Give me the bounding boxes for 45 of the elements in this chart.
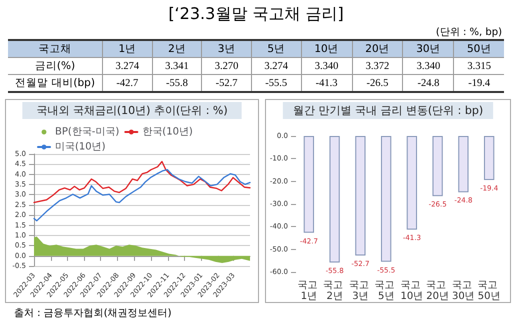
data-label: 3.274 xyxy=(251,58,302,74)
text: 국고채 xyxy=(8,40,102,58)
data-label: 3.340 xyxy=(301,58,352,74)
chart-title: 국내외 국채금리(10년) 추이(단위 : %) xyxy=(36,104,228,117)
category-label: 1년 xyxy=(102,40,152,58)
text: (단위 : %, bp) xyxy=(434,26,503,39)
data-label: -55.8 xyxy=(152,74,202,92)
legend-label: 전월말 대비(bp) xyxy=(8,74,102,92)
data-label: -26.5 xyxy=(352,74,403,92)
x-tick-label: 국고 1년 xyxy=(297,280,320,302)
data-label: 3.341 xyxy=(152,58,202,74)
legend-label: 미국(10년) xyxy=(55,142,106,152)
data-label: -19.4 xyxy=(454,74,504,92)
chart-title: 월간 만기별 국내 금리 변동(단위 : bp) xyxy=(292,104,484,117)
category-label: 50년 xyxy=(454,40,504,58)
text: 금리(%) xyxy=(8,58,102,74)
x-tick-label: 국고 30년 xyxy=(452,280,475,302)
x-tick-label: 국고 10년 xyxy=(400,280,424,302)
category-label: 30년 xyxy=(402,40,454,58)
category-label: 5년 xyxy=(251,40,302,58)
x-tick-label: 국고 5년 xyxy=(374,280,398,302)
data-label: -55.5 xyxy=(251,74,302,92)
data-label: -42.7 xyxy=(102,74,152,92)
data-label: 3.340 xyxy=(402,58,454,74)
x-tick-label: 국고 20년 xyxy=(426,280,450,302)
data-label: -41.3 xyxy=(301,74,352,92)
line-series xyxy=(33,169,251,222)
legend-label: BP(한국-미국) xyxy=(55,126,120,138)
category-label: 20년 xyxy=(352,40,403,58)
x-tick-label: 국고 2년 xyxy=(323,280,346,302)
source-note: 출처 : 금융투자협회(채권정보센터) xyxy=(13,307,173,321)
text: [‘23.3월말 국고채 금리] xyxy=(167,3,345,25)
data-label: 3.274 xyxy=(102,58,152,74)
x-tick-label: 국고 3년 xyxy=(348,280,372,302)
category-label: 2년 xyxy=(152,40,202,58)
line-series xyxy=(33,160,251,204)
category-label: 3년 xyxy=(202,40,252,58)
category-label: 10년 xyxy=(301,40,352,58)
legend-label: 한국(10년) xyxy=(142,126,193,138)
data-label: 3.372 xyxy=(352,58,403,74)
data-label: 3.315 xyxy=(454,58,504,74)
data-label: 3.270 xyxy=(202,58,252,74)
data-label: -52.7 xyxy=(202,74,252,92)
data-label: -24.8 xyxy=(402,74,454,92)
x-tick-label: 국고 50년 xyxy=(478,280,501,302)
